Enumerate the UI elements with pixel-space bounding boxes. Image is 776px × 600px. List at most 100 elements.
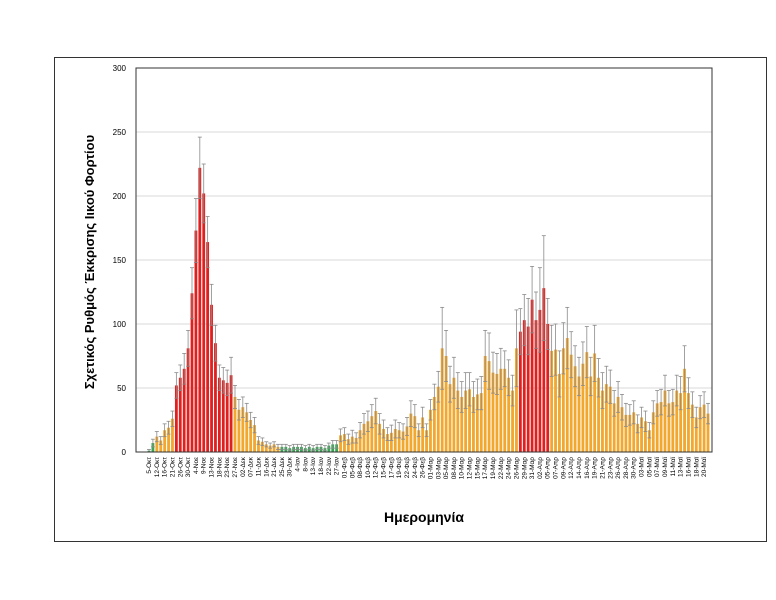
bar (436, 386, 440, 452)
x-tick-label: 25-Δεκ (279, 456, 286, 477)
error-bar (272, 441, 277, 448)
bar (690, 404, 694, 452)
error-bar (248, 411, 253, 429)
error-bar (502, 350, 507, 388)
error-bar (631, 400, 636, 425)
x-tick-label: 22-Ιαν (326, 457, 333, 475)
bar (370, 416, 374, 452)
bar (671, 402, 675, 452)
error-bar (561, 322, 566, 375)
bar (554, 349, 557, 452)
x-tick-label: 4-Ιαν (295, 457, 302, 472)
error-bar (197, 136, 202, 199)
error-bar (549, 324, 554, 377)
error-bar (518, 308, 523, 356)
x-tick-label: 14-Απρ (576, 457, 583, 479)
bar (214, 343, 217, 452)
error-bar (510, 374, 515, 407)
chart-frame (54, 57, 767, 542)
bar (382, 428, 385, 452)
error-bar (663, 374, 667, 407)
x-tick-label: 08-Φεβ (357, 457, 364, 478)
x-tick-label: 13-Νοε (209, 457, 216, 478)
y-tick-label: 50 (117, 384, 126, 393)
error-bar (299, 443, 304, 450)
x-tick-label: 18-Μαϊ (693, 456, 700, 477)
error-bar (205, 216, 210, 269)
error-bar (537, 267, 542, 353)
bar (393, 428, 397, 452)
x-tick-label: 12-Απρ (568, 457, 575, 479)
x-tick-label: 05-Φεβ (349, 457, 356, 478)
bar (327, 445, 331, 452)
bar (366, 421, 370, 452)
x-tick-label: 22-Μαρ (498, 457, 505, 480)
x-tick-label: 16-Μαϊ (685, 456, 692, 477)
error-bar (690, 391, 695, 418)
bar (405, 426, 409, 452)
error-bar (338, 428, 343, 443)
error-bar (604, 365, 609, 403)
bar (632, 412, 636, 452)
bar (425, 430, 428, 452)
y-tick-label: 100 (113, 320, 127, 329)
x-tick-label: 8-Ιαν (302, 457, 309, 472)
error-bar (279, 443, 284, 450)
x-tick-label: 10-Φεβ (365, 457, 372, 478)
bar (479, 393, 483, 452)
bar (515, 348, 518, 452)
bar (636, 423, 640, 452)
error-bar (260, 437, 265, 447)
x-tick-label: 05-Μαϊ (646, 456, 653, 477)
error-bar (491, 351, 495, 394)
bar (401, 431, 405, 452)
error-bar (405, 417, 409, 436)
bar (589, 376, 593, 452)
bar (167, 427, 170, 452)
bar (503, 368, 507, 452)
x-tick-label: 19-Απρ (592, 457, 599, 479)
bar (272, 444, 276, 452)
bar (358, 430, 362, 452)
error-bar (193, 198, 198, 263)
bar (413, 416, 417, 452)
bar (409, 413, 413, 452)
bar (597, 377, 600, 452)
error-bar (358, 422, 363, 439)
bar (237, 409, 241, 452)
bar (569, 354, 573, 452)
error-bar (573, 345, 578, 388)
bar (472, 396, 475, 452)
x-tick-label: 21-Δεκ (271, 456, 278, 477)
error-bar (307, 443, 312, 450)
bar (346, 439, 350, 452)
error-bar (287, 445, 292, 452)
x-tick-label: 03-Μαϊ (639, 456, 646, 477)
bar (522, 320, 526, 452)
x-tick-label: 28-Απρ (623, 457, 630, 479)
bar (534, 320, 538, 452)
bar (350, 436, 354, 452)
bar (448, 384, 452, 452)
error-bar (233, 385, 237, 409)
x-tick-label: 02-Δεκ (240, 456, 247, 477)
bar (151, 443, 155, 452)
error-bar (201, 163, 206, 224)
error-bar (686, 377, 691, 409)
error-bar (346, 433, 351, 445)
bar (245, 412, 249, 452)
error-bar (545, 297, 550, 351)
error-bar (209, 283, 214, 326)
x-tick-label: 17-Μαρ (482, 457, 489, 480)
bar (616, 396, 620, 452)
y-tick-label: 300 (113, 64, 127, 73)
error-bar (655, 390, 660, 417)
x-tick-label: 12-Φεβ (373, 457, 380, 478)
bar (530, 299, 534, 452)
error-bar (608, 369, 613, 404)
bar (229, 375, 233, 452)
error-bar (565, 306, 570, 370)
bar (378, 423, 382, 452)
bar (487, 361, 491, 452)
error-bar (659, 388, 664, 416)
